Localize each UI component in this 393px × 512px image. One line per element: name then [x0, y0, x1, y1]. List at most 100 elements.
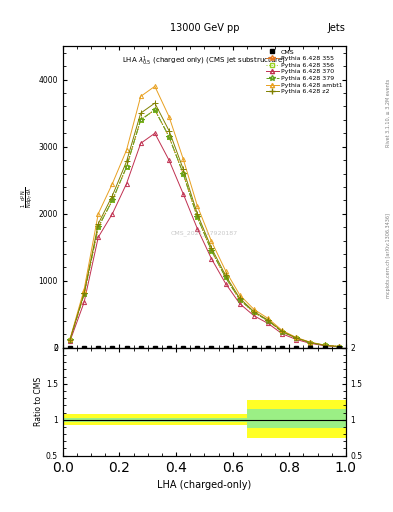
Pythia 6.428 379 [181, 170, 185, 177]
Pythia 6.428 ambt1 [223, 268, 228, 274]
Pythia 6.428 355 [68, 337, 72, 343]
Pythia 6.428 370 [336, 344, 341, 350]
Pythia 6.428 356 [252, 309, 256, 315]
Pythia 6.428 ambt1 [195, 203, 200, 209]
Pythia 6.428 z2 [266, 317, 270, 323]
Pythia 6.428 370 [308, 340, 313, 347]
Pythia 6.428 355 [280, 329, 285, 335]
Pythia 6.428 356 [294, 335, 299, 341]
Pythia 6.428 370 [181, 190, 185, 197]
Pythia 6.428 z2 [152, 100, 157, 106]
Pythia 6.428 ambt1 [181, 156, 185, 162]
Pythia 6.428 356 [82, 291, 86, 297]
Pythia 6.428 370 [68, 338, 72, 344]
Pythia 6.428 379 [96, 224, 101, 230]
Line: Pythia 6.428 z2: Pythia 6.428 z2 [67, 100, 342, 349]
Pythia 6.428 356 [223, 274, 228, 281]
Pythia 6.428 z2 [82, 290, 86, 296]
Pythia 6.428 355 [266, 317, 270, 324]
Pythia 6.428 379 [223, 274, 228, 281]
Pythia 6.428 355 [152, 106, 157, 113]
Pythia 6.428 370 [223, 281, 228, 287]
Text: 13000 GeV pp: 13000 GeV pp [170, 23, 239, 33]
Pythia 6.428 355 [96, 224, 101, 230]
Pythia 6.428 355 [252, 309, 256, 315]
Pythia 6.428 355 [82, 291, 86, 297]
Pythia 6.428 z2 [209, 245, 214, 251]
Pythia 6.428 z2 [110, 193, 115, 199]
Pythia 6.428 379 [294, 335, 299, 341]
Pythia 6.428 379 [209, 248, 214, 254]
Pythia 6.428 379 [237, 296, 242, 303]
Pythia 6.428 355 [181, 170, 185, 177]
Text: CMS_2021_17920187: CMS_2021_17920187 [171, 230, 238, 236]
Pythia 6.428 ambt1 [266, 315, 270, 322]
Pythia 6.428 356 [237, 296, 242, 303]
Pythia 6.428 356 [124, 164, 129, 170]
Pythia 6.428 379 [195, 214, 200, 220]
X-axis label: LHA (charged-only): LHA (charged-only) [157, 480, 252, 490]
Line: Pythia 6.428 379: Pythia 6.428 379 [67, 107, 342, 349]
Pythia 6.428 379 [308, 339, 313, 346]
Pythia 6.428 379 [82, 291, 86, 297]
Pythia 6.428 379 [124, 164, 129, 170]
Text: mcplots.cern.ch [arXiv:1306.3436]: mcplots.cern.ch [arXiv:1306.3436] [386, 214, 391, 298]
Text: Rivet 3.1.10, ≥ 3.2M events: Rivet 3.1.10, ≥ 3.2M events [386, 78, 391, 147]
Legend: CMS, Pythia 6.428 355, Pythia 6.428 356, Pythia 6.428 370, Pythia 6.428 379, Pyt: CMS, Pythia 6.428 355, Pythia 6.428 356,… [265, 48, 344, 96]
Pythia 6.428 356 [280, 329, 285, 335]
Pythia 6.428 ambt1 [167, 114, 171, 120]
Pythia 6.428 z2 [280, 328, 285, 334]
Pythia 6.428 355 [237, 296, 242, 303]
Pythia 6.428 356 [96, 224, 101, 230]
Pythia 6.428 370 [322, 343, 327, 349]
Y-axis label: Ratio to CMS: Ratio to CMS [34, 377, 43, 426]
Pythia 6.428 ambt1 [308, 339, 313, 345]
Pythia 6.428 ambt1 [82, 287, 86, 293]
Pythia 6.428 ambt1 [68, 336, 72, 342]
Pythia 6.428 370 [138, 140, 143, 146]
Pythia 6.428 356 [322, 342, 327, 348]
Line: Pythia 6.428 ambt1: Pythia 6.428 ambt1 [68, 84, 341, 349]
Pythia 6.428 z2 [138, 110, 143, 116]
Pythia 6.428 356 [152, 106, 157, 113]
Line: Pythia 6.428 370: Pythia 6.428 370 [68, 131, 341, 349]
Pythia 6.428 z2 [223, 272, 228, 279]
Pythia 6.428 355 [308, 339, 313, 346]
Pythia 6.428 ambt1 [252, 306, 256, 312]
Pythia 6.428 z2 [308, 339, 313, 346]
Pythia 6.428 z2 [96, 221, 101, 227]
Pythia 6.428 379 [152, 106, 157, 113]
Pythia 6.428 z2 [322, 342, 327, 348]
Pythia 6.428 355 [110, 197, 115, 203]
Pythia 6.428 ambt1 [237, 292, 242, 298]
Line: Pythia 6.428 356: Pythia 6.428 356 [68, 108, 341, 349]
Pythia 6.428 z2 [195, 210, 200, 217]
Pythia 6.428 ambt1 [96, 210, 101, 217]
Text: LHA $\lambda^{1}_{0.5}$ (charged only) (CMS jet substructure): LHA $\lambda^{1}_{0.5}$ (charged only) (… [122, 55, 286, 69]
Pythia 6.428 z2 [167, 127, 171, 134]
Pythia 6.428 ambt1 [280, 327, 285, 333]
Pythia 6.428 356 [110, 197, 115, 203]
Pythia 6.428 356 [167, 134, 171, 140]
Pythia 6.428 ambt1 [294, 334, 299, 340]
Pythia 6.428 355 [294, 335, 299, 341]
Pythia 6.428 379 [167, 134, 171, 140]
Pythia 6.428 356 [209, 248, 214, 254]
Pythia 6.428 379 [110, 197, 115, 203]
Pythia 6.428 ambt1 [110, 181, 115, 187]
Pythia 6.428 370 [294, 336, 299, 343]
Pythia 6.428 379 [280, 329, 285, 335]
Pythia 6.428 379 [322, 342, 327, 348]
Pythia 6.428 355 [336, 344, 341, 350]
Text: Jets: Jets [328, 23, 346, 33]
Pythia 6.428 370 [152, 130, 157, 136]
Pythia 6.428 356 [336, 344, 341, 350]
Pythia 6.428 370 [280, 331, 285, 337]
Pythia 6.428 379 [68, 337, 72, 343]
Pythia 6.428 356 [68, 337, 72, 343]
Pythia 6.428 355 [124, 164, 129, 170]
Pythia 6.428 ambt1 [152, 83, 157, 90]
Pythia 6.428 370 [96, 234, 101, 240]
Pythia 6.428 ambt1 [124, 147, 129, 153]
Pythia 6.428 379 [138, 117, 143, 123]
